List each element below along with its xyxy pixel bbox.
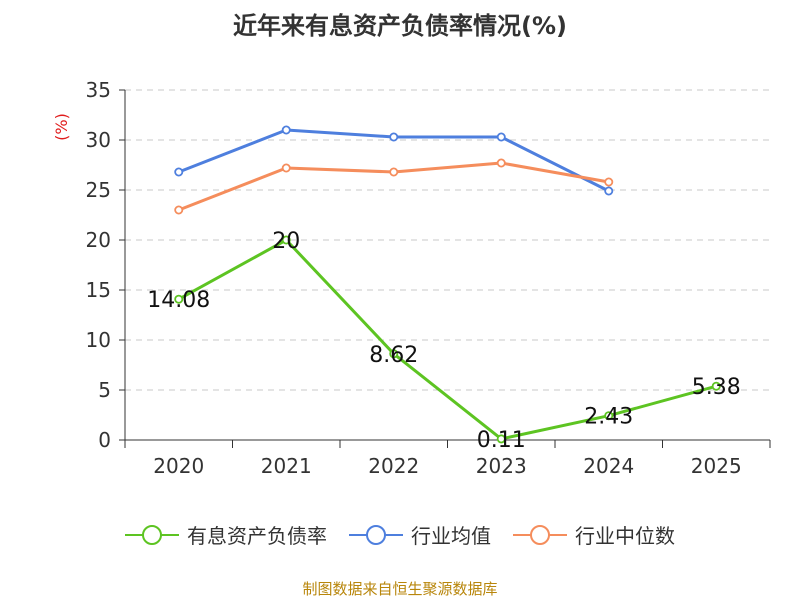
- chart-title: 近年来有息资产负债率情况(%): [233, 12, 567, 40]
- x-tick-label: 2023: [476, 454, 527, 478]
- data-point: [604, 411, 614, 421]
- legend: 有息资产负债率 行业均值 行业中位数: [0, 520, 800, 549]
- legend-item: 有息资产负债率: [125, 520, 327, 549]
- y-tick-label: 10: [86, 328, 111, 352]
- y-axis-label: (%): [52, 113, 71, 141]
- data-label: 8.62: [369, 343, 418, 368]
- data-point: [389, 167, 399, 177]
- data-point: [604, 177, 614, 187]
- legend-marker-icon: [125, 524, 179, 545]
- legend-label: 行业均值: [411, 524, 491, 548]
- y-tick-label: 30: [86, 128, 111, 152]
- y-tick-label: 35: [86, 78, 111, 102]
- legend-label: 行业中位数: [575, 524, 675, 548]
- data-label: 20: [272, 229, 300, 254]
- data-label: 0.11: [477, 428, 526, 453]
- data-point: [281, 125, 291, 135]
- data-point: [174, 205, 184, 215]
- data-point: [604, 186, 614, 196]
- x-tick-label: 2021: [261, 454, 312, 478]
- data-label: 5.38: [692, 375, 741, 400]
- data-point: [174, 167, 184, 177]
- legend-marker-icon: [513, 524, 567, 545]
- data-label: 14.08: [147, 288, 210, 313]
- y-tick-label: 25: [86, 178, 111, 202]
- x-tick-label: 2024: [583, 454, 634, 478]
- y-tick-label: 15: [86, 278, 111, 302]
- legend-marker-icon: [349, 524, 403, 545]
- legend-label: 有息资产负债率: [187, 524, 327, 548]
- data-point: [496, 434, 506, 444]
- x-tick-label: 2025: [691, 454, 742, 478]
- legend-item: 行业中位数: [513, 520, 675, 549]
- series-line: [178, 238, 717, 441]
- data-point: [281, 235, 291, 245]
- data-point: [389, 132, 399, 142]
- legend-item: 行业均值: [349, 520, 491, 549]
- series-lines: [174, 125, 721, 444]
- data-point: [389, 349, 399, 359]
- data-point: [174, 294, 184, 304]
- y-tick-label: 20: [86, 228, 111, 252]
- data-point: [496, 132, 506, 142]
- y-tick-label: 5: [98, 378, 111, 402]
- source-note: 制图数据来自恒生聚源数据库: [302, 580, 498, 598]
- data-point: [711, 381, 721, 391]
- data-labels: 14.08 20 8.62 0.11 2.43 5.38: [147, 229, 740, 453]
- data-point: [496, 158, 506, 168]
- data-label: 2.43: [584, 405, 633, 430]
- gridlines: [125, 89, 770, 391]
- x-tick-label: 2022: [368, 454, 419, 478]
- x-tick-label: 2020: [153, 454, 204, 478]
- data-point: [281, 163, 291, 173]
- y-tick-label: 0: [98, 428, 111, 452]
